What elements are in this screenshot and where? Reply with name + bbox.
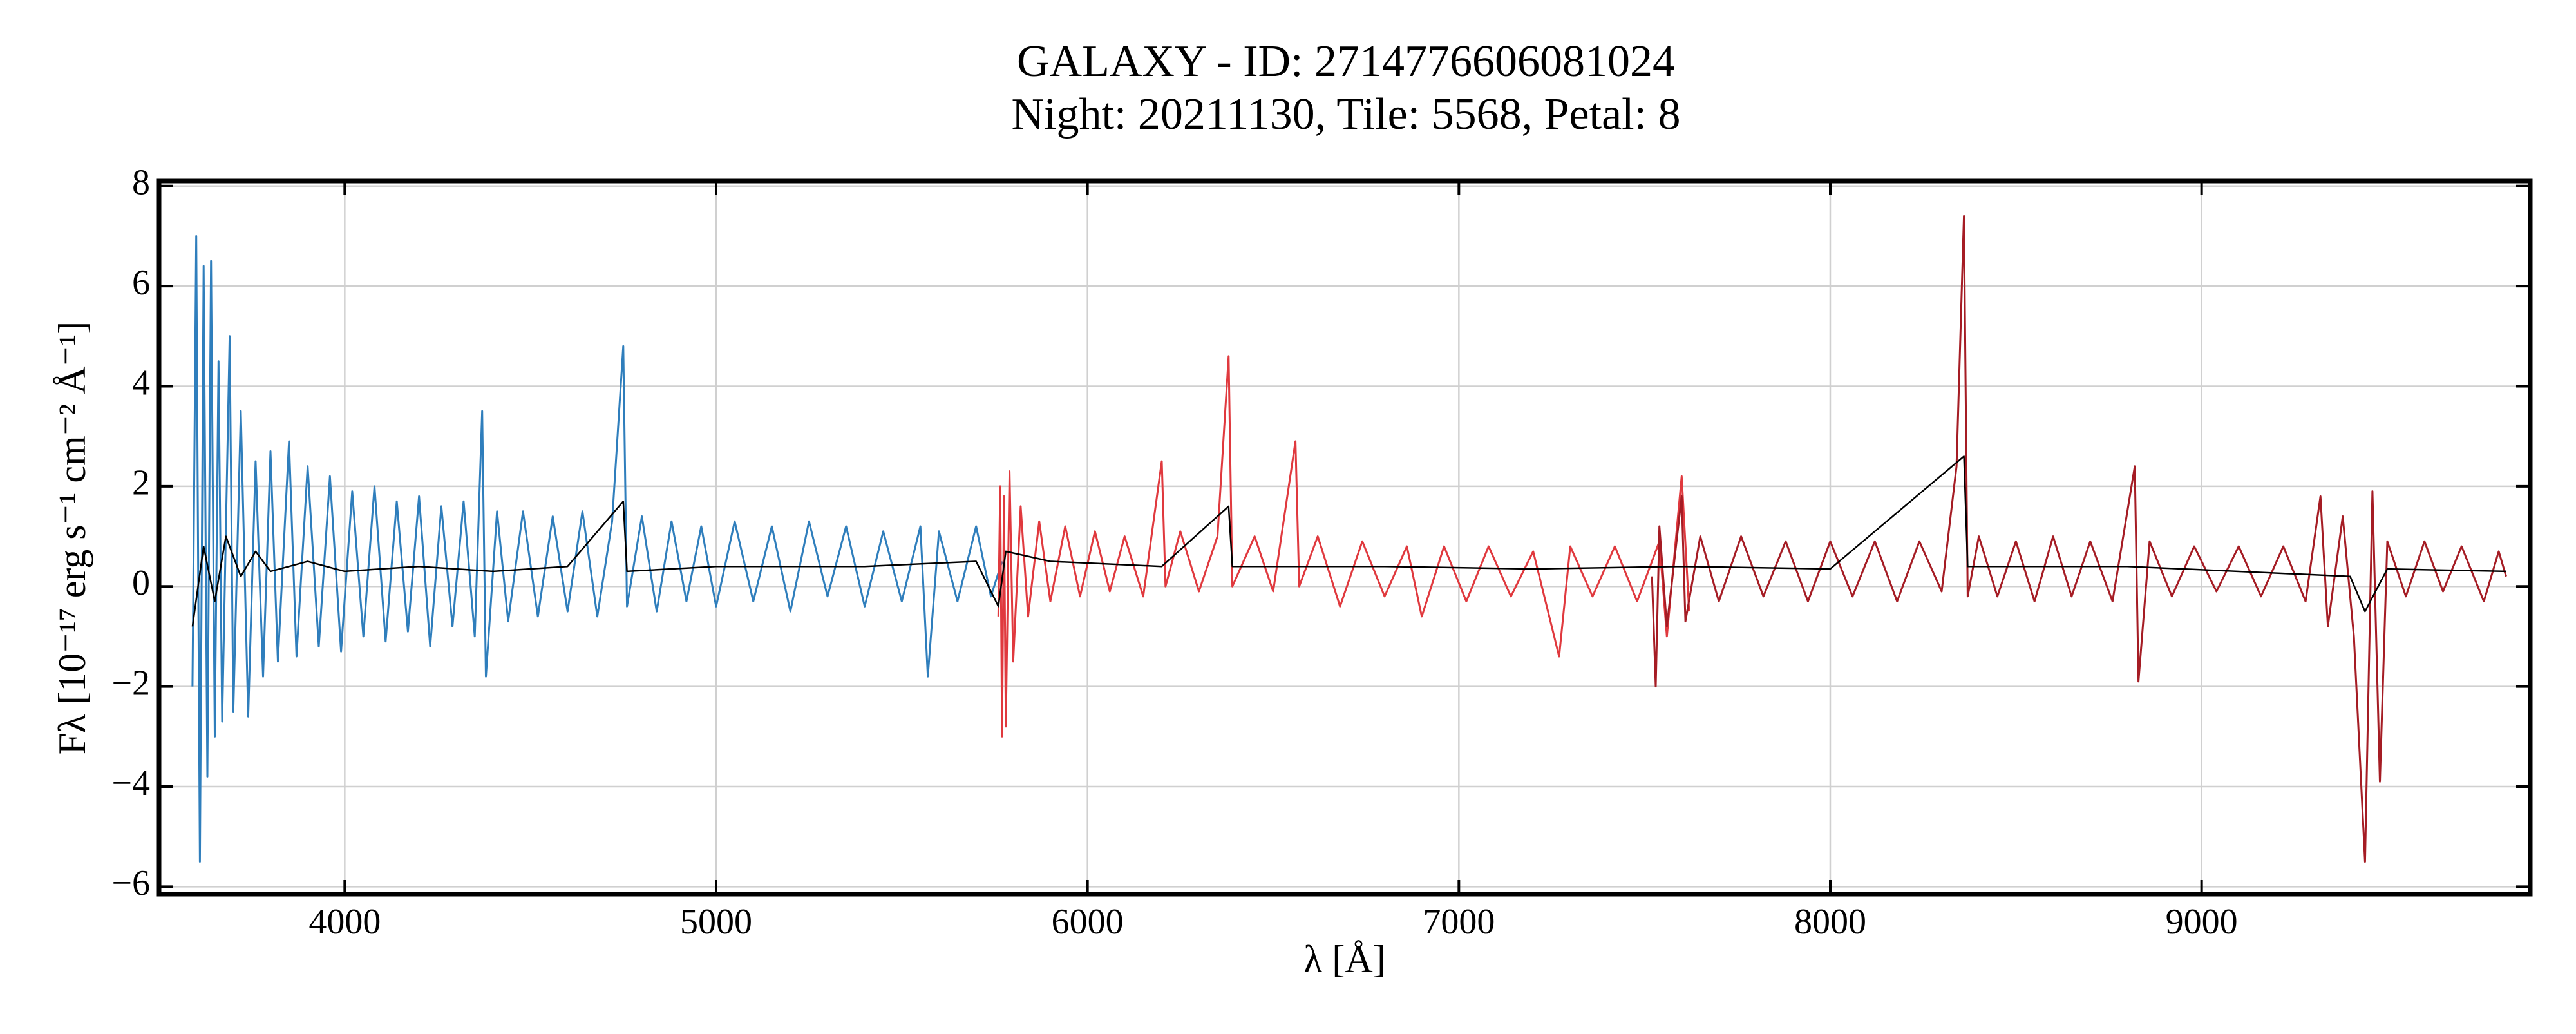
y-tick-label: 0 bbox=[132, 563, 150, 603]
spectrum-line bbox=[191, 235, 1003, 863]
grid bbox=[159, 181, 2530, 894]
spectrum-line bbox=[997, 355, 1690, 738]
y-tick-label: −4 bbox=[111, 763, 150, 803]
plot-frame bbox=[156, 178, 2533, 897]
spectrum-line bbox=[191, 455, 2506, 627]
x-axis-label: λ [Å] bbox=[1303, 938, 1385, 981]
x-tick-label: 8000 bbox=[1794, 902, 1866, 942]
chart-title: GALAXY - ID: 2714776606081024 bbox=[1017, 37, 1675, 86]
y-tick-label: 2 bbox=[132, 463, 150, 503]
y-axis-label: Fλ [10⁻¹⁷ erg s⁻¹ cm⁻² Å⁻¹] bbox=[51, 321, 93, 754]
y-tick-label: 4 bbox=[132, 363, 150, 403]
y-tick-label: 6 bbox=[132, 263, 150, 303]
chart-subtitle: Night: 20211130, Tile: 5568, Petal: 8 bbox=[1011, 90, 1680, 139]
x-tick-label: 4000 bbox=[308, 902, 381, 942]
x-tick-label: 7000 bbox=[1423, 902, 1495, 942]
x-tick-label: 5000 bbox=[680, 902, 752, 942]
y-tick-label: −2 bbox=[111, 663, 150, 703]
axes: 4000 5000 6000 7000 8000 9000 −6 −4 −2 0 2 4 6 8 bbox=[111, 163, 2530, 942]
x-tick-label: 9000 bbox=[2166, 902, 2238, 942]
y-tick-label: 8 bbox=[132, 163, 150, 203]
x-tick-label: 6000 bbox=[1052, 902, 1124, 942]
plot-area bbox=[191, 215, 2507, 863]
y-tick-label: −6 bbox=[111, 863, 150, 903]
spectrum-line bbox=[1651, 215, 2507, 863]
